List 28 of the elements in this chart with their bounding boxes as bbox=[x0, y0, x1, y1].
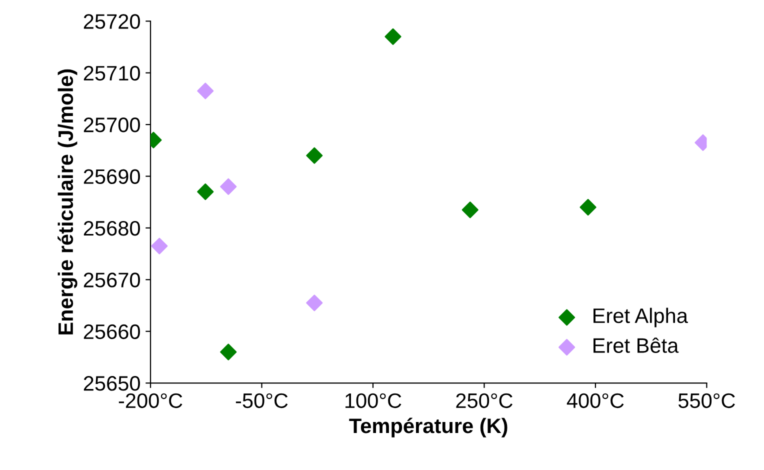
x-tick-label: 400°C bbox=[566, 393, 624, 408]
y-tick-label: 25700 bbox=[84, 118, 140, 132]
point bbox=[220, 178, 237, 195]
point bbox=[580, 198, 596, 216]
y-tick-label: 25660 bbox=[84, 324, 140, 340]
point bbox=[462, 202, 478, 218]
x-tick-label: 250°C bbox=[456, 393, 512, 408]
x-tick-label: 550°C bbox=[678, 393, 735, 408]
y-axis-title: Energie réticulaire (J/mole) bbox=[58, 69, 78, 334]
x-tick-label: 100°C bbox=[346, 393, 402, 408]
y-tick-label: 25670 bbox=[84, 272, 140, 288]
point bbox=[306, 147, 323, 164]
y-tick-label: 25650 bbox=[84, 376, 140, 391]
y-tick-label: 25690 bbox=[84, 169, 140, 184]
point bbox=[151, 238, 168, 254]
x-axis-title: Température (K) bbox=[349, 418, 508, 438]
point bbox=[197, 82, 214, 100]
point bbox=[384, 28, 402, 45]
point bbox=[306, 294, 323, 312]
x-tick-label: -200°C bbox=[118, 393, 182, 408]
point bbox=[220, 344, 237, 360]
y-tick-label: 25710 bbox=[84, 66, 140, 81]
legend-label: Eret Bêta bbox=[594, 338, 679, 353]
legend-label: Eret Alpha bbox=[594, 308, 688, 328]
y-tick-label: 25680 bbox=[84, 220, 140, 236]
point bbox=[197, 183, 214, 200]
y-tick-label: 25720 bbox=[84, 14, 140, 29]
x-tick-label: -50°C bbox=[236, 393, 288, 408]
